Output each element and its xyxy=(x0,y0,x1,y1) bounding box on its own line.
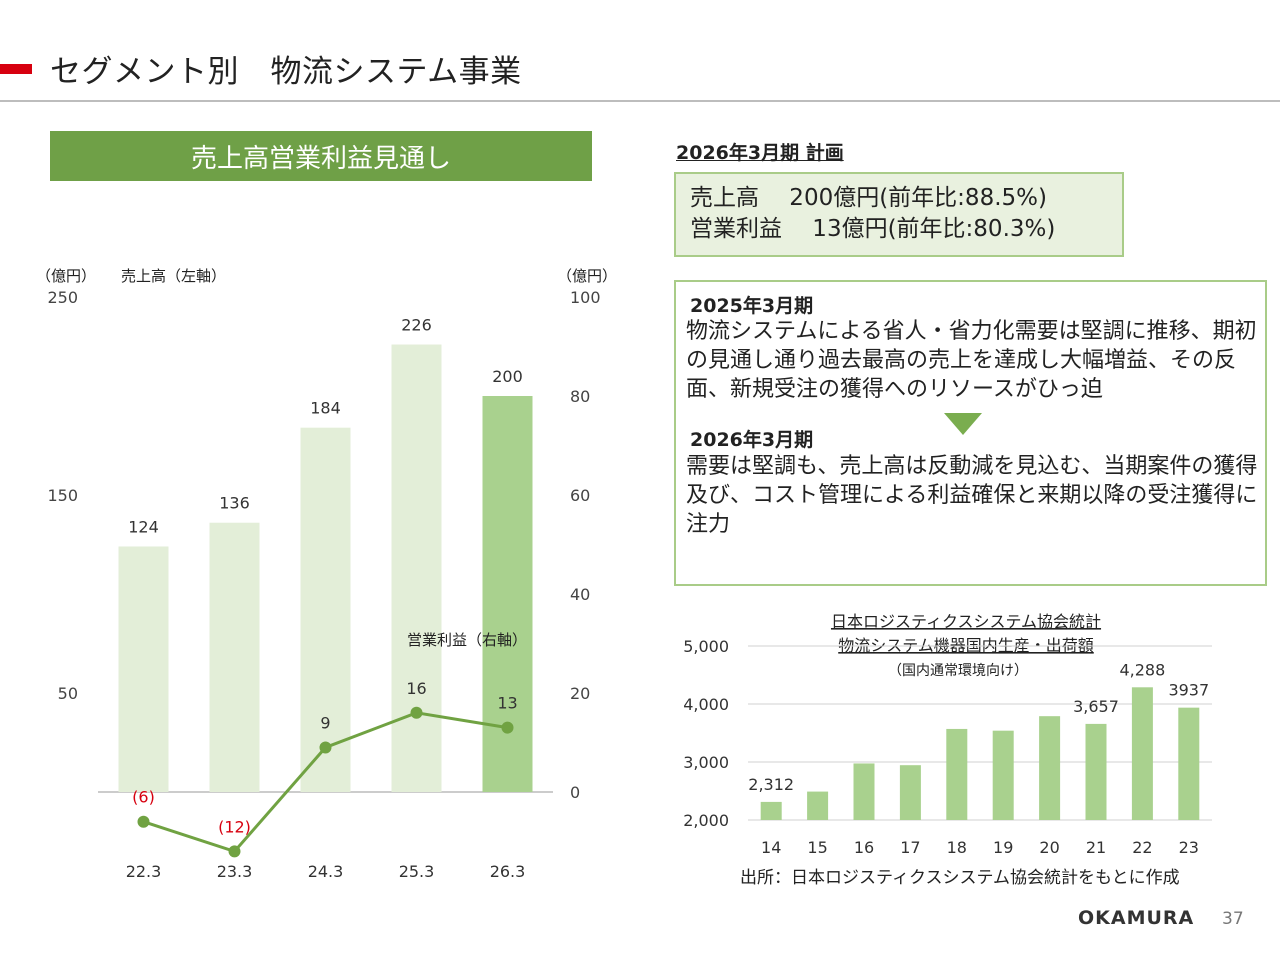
x-category-label: 23.3 xyxy=(217,862,253,881)
profit-point-label: 9 xyxy=(320,713,330,732)
stat-x-category-label: 22 xyxy=(1132,838,1152,857)
profit-point-label: (12) xyxy=(218,817,251,836)
right-tick-label: 100 xyxy=(570,288,601,307)
x-category-label: 26.3 xyxy=(490,862,526,881)
stat-bar xyxy=(760,801,782,820)
fy2025-heading: 2025年3月期 xyxy=(690,295,814,317)
profit-point xyxy=(410,706,423,719)
stat-bar xyxy=(807,791,829,820)
profit-point xyxy=(228,845,241,858)
stat-bar xyxy=(1085,723,1107,820)
stat-x-category-label: 23 xyxy=(1179,838,1199,857)
stat-bar-label: 3937 xyxy=(1168,681,1209,700)
okamura-logo: OKAMURA xyxy=(1078,907,1195,929)
plan-box: 売上高 200億円(前年比:88.5%) 営業利益 13億円(前年比:80.3%… xyxy=(674,172,1124,257)
x-category-label: 25.3 xyxy=(399,862,435,881)
sales-bar xyxy=(209,522,260,792)
stat-y-tick-label: 2,000 xyxy=(683,811,729,830)
sales-bar xyxy=(118,546,169,792)
sales-bar-label: 226 xyxy=(401,316,432,335)
right-axis-unit: （億円） xyxy=(557,267,617,285)
sales-bar xyxy=(391,344,442,792)
page-number: 37 xyxy=(1222,909,1244,929)
stat-bar xyxy=(899,765,921,820)
stat-y-tick-label: 3,000 xyxy=(683,753,729,772)
stat-bar xyxy=(1178,707,1200,820)
stat-bar xyxy=(946,728,968,820)
profit-point-label: (6) xyxy=(132,788,155,807)
fy2026-text: 需要は堅調も、売上高は反動減を見込む、当期案件の獲得及び、コスト管理による利益確… xyxy=(686,454,1258,537)
stat-source-note: 出所：日本ロジスティクスシステム協会統計をもとに作成 xyxy=(740,868,1180,888)
outlook-box: 2025年3月期 物流システムによる省人・省力化需要は堅調に推移、期初の見通し通… xyxy=(674,280,1267,586)
sales-bar xyxy=(300,427,351,792)
right-tick-label: 60 xyxy=(570,486,590,505)
stat-x-category-label: 14 xyxy=(761,838,781,857)
right-series-label: 営業利益（右軸） xyxy=(407,631,527,649)
stat-x-category-label: 20 xyxy=(1039,838,1059,857)
left-tick-label: 50 xyxy=(58,684,78,703)
left-series-label: 売上高（左軸） xyxy=(121,267,226,285)
stat-x-category-label: 15 xyxy=(807,838,827,857)
profit-point xyxy=(501,721,514,734)
stat-subtitle: （国内通常環境向け） xyxy=(888,663,1028,679)
stat-bar xyxy=(992,730,1014,820)
left-tick-label: 150 xyxy=(47,486,78,505)
sales-profit-chart: （億円） 売上高（左軸） （億円） 50 150 250 0 20 40 60 80 100 124 13… xyxy=(36,267,617,881)
stat-x-category-label: 18 xyxy=(947,838,967,857)
page-title: セグメント別 物流システム事業 xyxy=(50,54,522,90)
stat-bar-label: 3,657 xyxy=(1073,697,1119,716)
stat-x-category-label: 16 xyxy=(854,838,874,857)
stat-x-category-label: 17 xyxy=(900,838,920,857)
plan-profit-line: 営業利益 13億円(前年比:80.3%) xyxy=(690,216,1056,242)
plan-title: 2026年3月期 計画 xyxy=(676,142,844,164)
chart-section-header: 売上高営業利益見通し xyxy=(50,131,592,181)
right-tick-label: 80 xyxy=(570,387,590,406)
stat-y-tick-label: 4,000 xyxy=(683,695,729,714)
stat-bar-label: 4,288 xyxy=(1119,660,1165,679)
left-axis-unit: （億円） xyxy=(36,267,96,285)
sales-bar-label: 184 xyxy=(310,399,341,418)
down-arrow-icon xyxy=(944,413,982,435)
profit-point xyxy=(319,741,332,754)
sales-bar-label: 136 xyxy=(219,494,250,513)
fy2025-text: 物流システムによる省人・省力化需要は堅調に推移、期初の見通し通り過去最高の売上を… xyxy=(686,319,1257,402)
left-tick-label: 250 xyxy=(47,288,78,307)
stat-bar xyxy=(1131,687,1153,820)
fy2026-heading: 2026年3月期 xyxy=(690,429,814,451)
right-tick-label: 20 xyxy=(570,684,590,703)
stat-x-category-label: 21 xyxy=(1086,838,1106,857)
right-tick-label: 40 xyxy=(570,585,590,604)
profit-point-label: 16 xyxy=(406,679,426,698)
sales-bar-label: 124 xyxy=(128,517,159,536)
stat-x-category-label: 19 xyxy=(993,838,1013,857)
stat-title-line-1: 日本ロジスティクスシステム協会統計 xyxy=(831,612,1101,631)
right-tick-label: 0 xyxy=(570,783,580,802)
logistics-stat-chart: 日本ロジスティクスシステム協会統計物流システム機器国内生産・出荷額（国内通常環境… xyxy=(683,612,1212,888)
stat-bar xyxy=(853,763,875,820)
stat-bar xyxy=(1039,716,1061,820)
profit-point-label: 13 xyxy=(497,694,517,713)
stat-y-tick-label: 5,000 xyxy=(683,637,729,656)
plan-sales-line: 売上高 200億円(前年比:88.5%) xyxy=(690,185,1047,211)
profit-point xyxy=(137,815,150,828)
x-category-label: 24.3 xyxy=(308,862,344,881)
title-divider xyxy=(0,100,1280,102)
x-category-label: 22.3 xyxy=(126,862,162,881)
stat-bar-label: 2,312 xyxy=(748,775,794,794)
title-accent-bar xyxy=(0,64,32,74)
sales-bar-label: 200 xyxy=(492,367,523,386)
